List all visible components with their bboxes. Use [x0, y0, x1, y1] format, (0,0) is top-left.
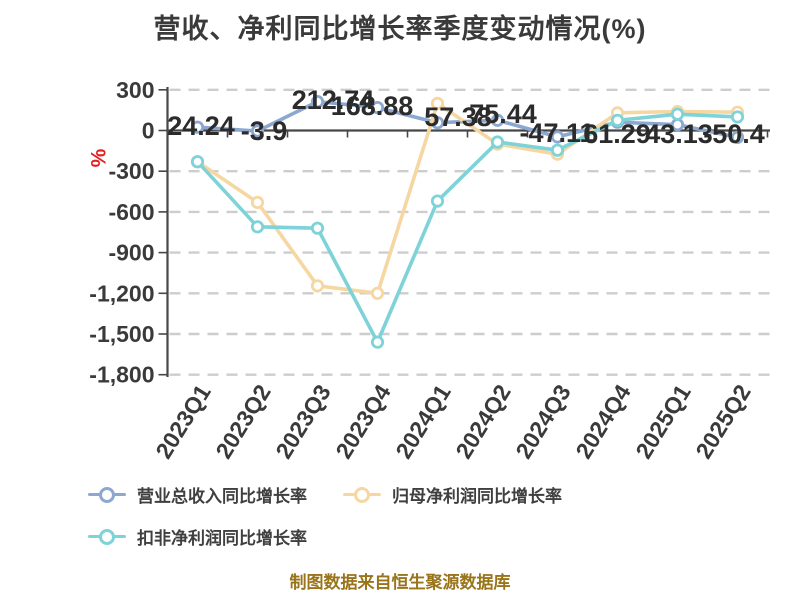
series-line-0 — [195, 99, 740, 140]
data-point-label: 168.88 — [331, 91, 414, 121]
data-point — [430, 96, 445, 110]
data-point — [490, 113, 505, 127]
data-point — [610, 113, 625, 127]
data-point-label: 212.74 — [292, 85, 375, 115]
y-tick-label: 0 — [142, 118, 155, 144]
y-tick-label: -900 — [108, 240, 154, 266]
data-point — [550, 130, 565, 144]
data-point-label: -47.11 — [519, 118, 594, 148]
data-point — [370, 335, 385, 349]
y-tick-label: -600 — [108, 199, 154, 225]
chart-title: 营收、净利同比增长率季度变动情况(%) — [153, 14, 647, 44]
data-point-label: 24.24 — [167, 111, 235, 141]
legend-item-net-profit-yoy[interactable]: 归母净利润同比增长率 — [343, 482, 562, 507]
data-point — [370, 100, 385, 115]
x-tick-label: 2024Q2 — [450, 380, 515, 463]
data-point — [670, 107, 685, 121]
x-tick-label: 2025Q2 — [690, 380, 755, 463]
series-line-1 — [195, 101, 740, 296]
data-point — [250, 195, 265, 210]
legend-label: 扣非净利润同比增长率 — [137, 529, 307, 548]
data-point — [190, 155, 205, 169]
y-tick-label: -1,200 — [89, 280, 154, 306]
x-tick-label: 2025Q1 — [630, 380, 696, 463]
legend-line-marker-icon — [88, 486, 126, 503]
data-point-label: 61.29 — [583, 119, 651, 149]
y-tick-label: 300 — [116, 77, 154, 103]
data-point — [310, 221, 325, 235]
data-point-label: -50.4 — [703, 119, 765, 149]
legend-label: 归母净利润同比增长率 — [392, 487, 562, 506]
data-point — [430, 194, 445, 208]
data-point — [190, 120, 205, 134]
data-point — [250, 124, 265, 138]
x-tick-label: 2023Q4 — [330, 380, 396, 463]
y-tick-label: -1,800 — [89, 362, 154, 388]
series-line-2 — [195, 112, 740, 344]
x-tick-label: 2024Q3 — [510, 380, 575, 463]
data-point — [310, 95, 325, 109]
data-point — [310, 279, 325, 293]
data-point-label: 75.44 — [469, 99, 537, 129]
x-tick-label: 2024Q4 — [570, 380, 636, 463]
y-tick-label: -300 — [108, 158, 154, 184]
data-point — [370, 286, 385, 300]
legend-line-marker-icon — [88, 528, 126, 545]
x-tick-label: 2023Q1 — [150, 380, 216, 463]
data-point-label: -3.9 — [241, 116, 288, 146]
data-point-label: 57.38 — [424, 102, 492, 132]
data-point — [490, 135, 505, 149]
y-tick-label: -1,500 — [89, 321, 154, 347]
data-point-label: 43.13 — [645, 119, 713, 149]
x-tick-label: 2023Q3 — [270, 380, 335, 463]
data-point — [730, 130, 745, 144]
data-point — [730, 110, 745, 124]
x-tick-label: 2024Q1 — [390, 380, 456, 463]
data-point — [250, 220, 265, 234]
data-point — [550, 143, 565, 157]
legend-label: 营业总收入同比增长率 — [137, 487, 307, 506]
legend-line-marker-icon — [343, 486, 381, 503]
data-source-note: 制图数据来自恒生聚源数据库 — [289, 573, 511, 592]
x-tick-label: 2023Q2 — [210, 380, 275, 463]
legend-item-revenue-yoy[interactable]: 营业总收入同比增长率 — [88, 482, 307, 507]
legend-item-non-recurring-profit-yoy[interactable]: 扣非净利润同比增长率 — [88, 524, 307, 549]
